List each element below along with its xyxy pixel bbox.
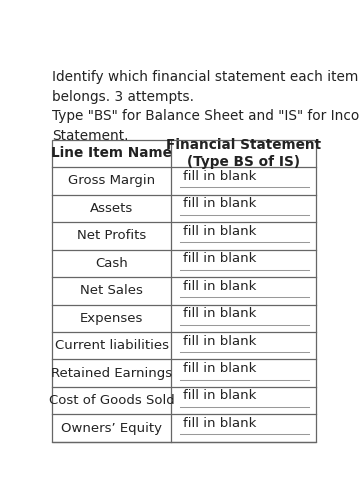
Text: fill in blank: fill in blank (183, 280, 256, 293)
Text: fill in blank: fill in blank (183, 334, 256, 348)
Text: Net Profits: Net Profits (77, 229, 146, 242)
Text: fill in blank: fill in blank (183, 417, 256, 430)
Text: Line Item Name: Line Item Name (51, 146, 172, 160)
Text: Net Sales: Net Sales (80, 284, 143, 297)
Text: Identify which financial statement each item
belongs. 3 attempts.
Type "BS" for : Identify which financial statement each … (52, 70, 359, 142)
Text: fill in blank: fill in blank (183, 252, 256, 265)
Text: fill in blank: fill in blank (183, 307, 256, 320)
Text: fill in blank: fill in blank (183, 225, 256, 238)
Text: fill in blank: fill in blank (183, 362, 256, 375)
Text: fill in blank: fill in blank (183, 197, 256, 210)
Text: Cost of Goods Sold: Cost of Goods Sold (49, 394, 174, 407)
Text: Cash: Cash (95, 257, 128, 270)
Text: Owners’ Equity: Owners’ Equity (61, 422, 162, 435)
Text: Expenses: Expenses (80, 312, 143, 325)
Text: fill in blank: fill in blank (183, 389, 256, 402)
Text: Gross Margin: Gross Margin (68, 175, 155, 188)
Text: fill in blank: fill in blank (183, 170, 256, 183)
Text: Current liabilities: Current liabilities (55, 339, 169, 352)
Text: Assets: Assets (90, 202, 133, 215)
Bar (52, 140, 316, 442)
Text: Retained Earnings: Retained Earnings (51, 367, 172, 380)
Text: Financial Statement
(Type BS of IS): Financial Statement (Type BS of IS) (166, 137, 321, 170)
